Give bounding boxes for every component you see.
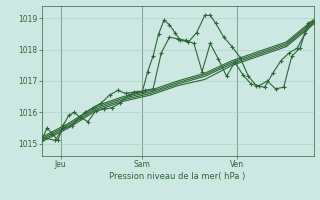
X-axis label: Pression niveau de la mer( hPa ): Pression niveau de la mer( hPa ) [109, 172, 246, 181]
